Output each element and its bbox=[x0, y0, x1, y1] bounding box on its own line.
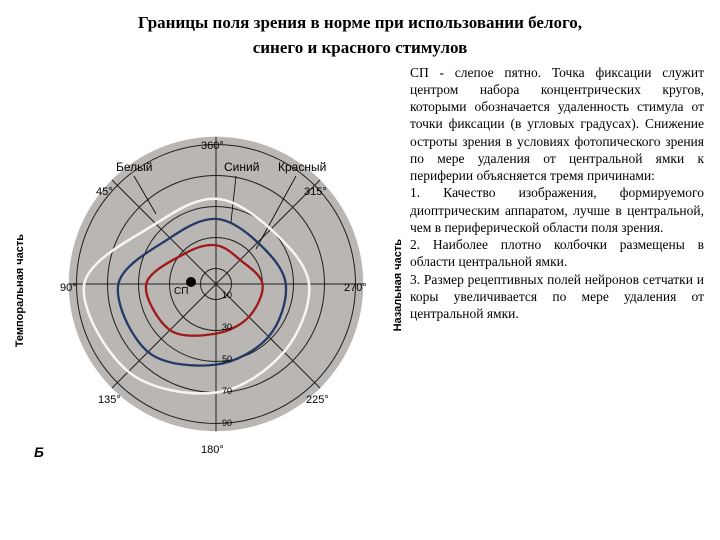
angle-45: 45° bbox=[96, 186, 113, 198]
temporal-side-label: Темпоральная часть bbox=[14, 234, 26, 347]
explanation-text: СП - слепое пятно. Точка фиксации служит… bbox=[406, 64, 710, 464]
angle-315: 315° bbox=[304, 186, 327, 198]
angle-225: 225° bbox=[306, 394, 329, 406]
legend-white: Белый bbox=[116, 160, 152, 174]
ring-50: 50 bbox=[222, 354, 232, 364]
angle-135: 135° bbox=[98, 394, 121, 406]
reason-3: 3. Размер рецептивных полей нейронов сет… bbox=[410, 271, 704, 323]
ring-30: 30 bbox=[222, 322, 232, 332]
legend-blue: Синий bbox=[224, 160, 259, 174]
reason-2: 2. Наиболее плотно колбочки размещены в … bbox=[410, 236, 704, 271]
angle-270: 270° bbox=[344, 282, 367, 294]
paragraph-intro: СП - слепое пятно. Точка фиксации служит… bbox=[410, 64, 704, 185]
ring-90: 90 bbox=[222, 418, 232, 428]
title-line-1: Границы поля зрения в норме при использо… bbox=[0, 0, 720, 38]
nasal-side-label: Назальная часть bbox=[392, 239, 404, 331]
title-line-2: синего и красного стимулов bbox=[0, 38, 720, 64]
ring-10: 10 bbox=[222, 290, 232, 300]
content-row: Темпоральная часть Назальная часть Белый… bbox=[0, 64, 720, 464]
polar-chart-svg bbox=[6, 64, 406, 464]
ring-70: 70 bbox=[222, 386, 232, 396]
panel-letter: Б bbox=[34, 444, 44, 460]
angle-90: 90° bbox=[60, 282, 77, 294]
visual-field-diagram: Темпоральная часть Назальная часть Белый… bbox=[6, 64, 406, 464]
angle-0: 360° bbox=[201, 140, 224, 152]
reason-1: 1. Качество изображения, формируемого ди… bbox=[410, 184, 704, 236]
legend-red: Красный bbox=[278, 160, 326, 174]
diagram-panel: Темпоральная часть Назальная часть Белый… bbox=[6, 64, 406, 464]
angle-180: 180° bbox=[201, 444, 224, 456]
blind-spot-label: СП bbox=[174, 286, 188, 297]
page-root: Границы поля зрения в норме при использо… bbox=[0, 0, 720, 540]
